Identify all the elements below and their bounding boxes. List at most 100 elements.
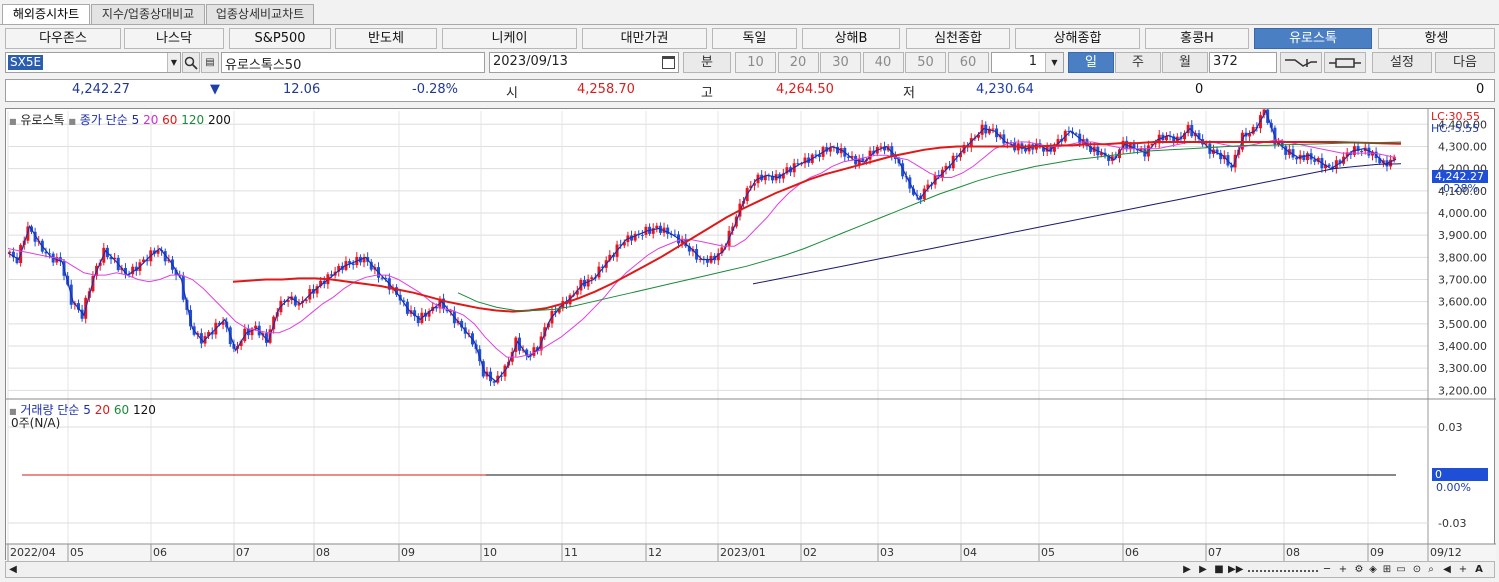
count-field[interactable]: 372 — [1209, 52, 1277, 73]
minute-button-4[interactable]: 50 — [905, 52, 946, 73]
candle-body — [752, 183, 756, 186]
settings-button[interactable]: 설정 — [1372, 52, 1432, 73]
candle-body — [217, 322, 221, 325]
scroll-stop-icon[interactable]: ■ — [1214, 564, 1224, 575]
minute-button-5[interactable]: 60 — [947, 52, 989, 73]
price-legend: ■ 유로스톡 ■ 종가 단순 5 20 60 120 200 — [9, 113, 231, 127]
line-chart-type-button[interactable] — [1280, 52, 1322, 73]
x-tick-label: 06 — [1125, 546, 1139, 559]
x-tick-label: 2022/04 — [10, 546, 56, 559]
candle-body — [33, 231, 37, 242]
minute-button-0[interactable]: 10 — [735, 52, 776, 73]
scroll-play-icon[interactable]: ▶ — [1199, 564, 1207, 575]
candle-body — [156, 250, 160, 254]
chart-panel[interactable]: 4,400.004,300.004,200.004,100.004,000.00… — [5, 108, 1496, 561]
candle-body — [76, 303, 80, 310]
symbol-name-field[interactable]: 유로스톡스50 — [221, 52, 485, 73]
zoom-in-icon[interactable]: + — [1338, 564, 1348, 575]
notes-button[interactable]: ▤ — [201, 52, 219, 73]
market-button-3[interactable]: 반도체 — [335, 28, 437, 49]
window-icon[interactable]: ▭ — [1396, 564, 1406, 575]
market-button-7[interactable]: 상해B — [802, 28, 900, 49]
next-button[interactable]: 다음 — [1435, 52, 1495, 73]
minute-button-3[interactable]: 40 — [862, 52, 904, 73]
market-button-5[interactable]: 대만가권 — [582, 28, 707, 49]
market-button-10[interactable]: 홍콩H — [1145, 28, 1249, 49]
symbol-combobox[interactable]: SX5E ▼ — [5, 52, 181, 73]
market-button-11[interactable]: 유로스톡 — [1254, 28, 1372, 49]
chevron-down-icon[interactable]: ▼ — [1045, 53, 1063, 72]
zoom-out-icon[interactable]: ─ — [1323, 564, 1331, 575]
gear-icon[interactable]: ⚙ — [1354, 564, 1364, 575]
candle-body — [272, 316, 276, 330]
market-button-0[interactable]: 다우존스 — [5, 28, 121, 49]
scroll-left-icon[interactable]: ◀ — [9, 564, 17, 575]
candle-body — [781, 173, 785, 179]
tab-industry-compare[interactable]: 업종상세비교차트 — [206, 4, 314, 24]
candle-body — [1295, 157, 1299, 160]
crosshair-icon[interactable]: ⊞ — [1382, 564, 1392, 575]
quote-bar — [5, 79, 1495, 102]
zoom-icon[interactable]: ⊙ — [1412, 564, 1422, 575]
market-button-8[interactable]: 심천종합 — [906, 28, 1010, 49]
candle-body — [395, 287, 399, 295]
period-button-0[interactable]: 일 — [1068, 52, 1114, 73]
change-direction-icon: ▼ — [210, 82, 220, 97]
candle-body — [1392, 156, 1396, 160]
candle-body — [264, 333, 268, 343]
search-button[interactable] — [182, 52, 200, 73]
scroll-prev-icon[interactable]: ▶ — [1183, 564, 1191, 575]
zoom-slider[interactable] — [1248, 562, 1318, 572]
candle-body — [1360, 150, 1364, 152]
scroll-right-icon[interactable]: ◀ — [1443, 564, 1451, 575]
minute-unit-button[interactable]: 분 — [683, 52, 731, 73]
market-button-6[interactable]: 독일 — [712, 28, 797, 49]
period-button-1[interactable]: 주 — [1115, 52, 1161, 73]
market-button-2[interactable]: S&P500 — [229, 28, 331, 49]
chevron-down-icon[interactable]: ▼ — [167, 53, 180, 72]
y-tick-label: 4,100.00 — [1438, 185, 1487, 198]
interval-stepper[interactable]: 1 ▼ — [991, 52, 1064, 73]
minute-button-1[interactable]: 20 — [777, 52, 819, 73]
candle-body — [1074, 133, 1078, 135]
candle-body — [846, 156, 850, 158]
candle-body — [1204, 143, 1208, 145]
tab-overseas-chart[interactable]: 해외증시차트 — [2, 4, 90, 24]
price-legend-name: 유로스톡 — [20, 113, 65, 127]
candle-body — [1197, 133, 1201, 140]
font-size-icon[interactable]: A — [1475, 564, 1483, 575]
cursor-icon[interactable]: ◈ — [1369, 564, 1377, 575]
candle-body — [590, 277, 594, 280]
candle-body — [1302, 154, 1306, 161]
add-icon[interactable]: + — [1458, 564, 1468, 575]
market-button-12[interactable]: 항셍 — [1378, 28, 1495, 49]
price-chart[interactable]: 4,400.004,300.004,200.004,100.004,000.00… — [6, 109, 1496, 561]
candle-body — [868, 150, 872, 160]
market-button-9[interactable]: 상해종합 — [1015, 28, 1140, 49]
candle-body — [687, 246, 691, 252]
calendar-icon[interactable] — [662, 56, 675, 69]
market-button-4[interactable]: 니케이 — [442, 28, 577, 49]
candle-body — [1248, 133, 1252, 137]
period-button-2[interactable]: 월 — [1162, 52, 1208, 73]
notes-icon: ▤ — [205, 57, 215, 68]
tab-index-compare[interactable]: 지수/업종상대비교 — [91, 4, 205, 24]
volume-legend: ■ 거래량 단순 5 20 60 120 — [9, 403, 156, 417]
interval-value: 1 — [1028, 54, 1037, 69]
y-tick-label: 3,800.00 — [1438, 251, 1487, 264]
search-icon[interactable]: ⌕ — [1428, 564, 1434, 575]
lc-label: LC:30.55 — [1431, 110, 1481, 123]
market-button-1[interactable]: 나스닥 — [124, 28, 224, 49]
chart-scrollbar[interactable] — [5, 561, 1495, 578]
candle-body — [1313, 159, 1317, 162]
scroll-end-icon[interactable]: ▶▶ — [1228, 564, 1244, 575]
x-tick-label: 06 — [153, 546, 167, 559]
minute-button-2[interactable]: 30 — [820, 52, 861, 73]
symbol-code: SX5E — [8, 55, 44, 70]
candle-body — [8, 251, 12, 253]
date-field[interactable]: 2023/09/13 — [489, 52, 679, 73]
candle-body — [337, 265, 341, 272]
candle-chart-type-button[interactable] — [1324, 52, 1366, 73]
volume-tick-label: -0.03 — [1438, 517, 1466, 530]
volume-value: 0 — [1195, 82, 1204, 97]
